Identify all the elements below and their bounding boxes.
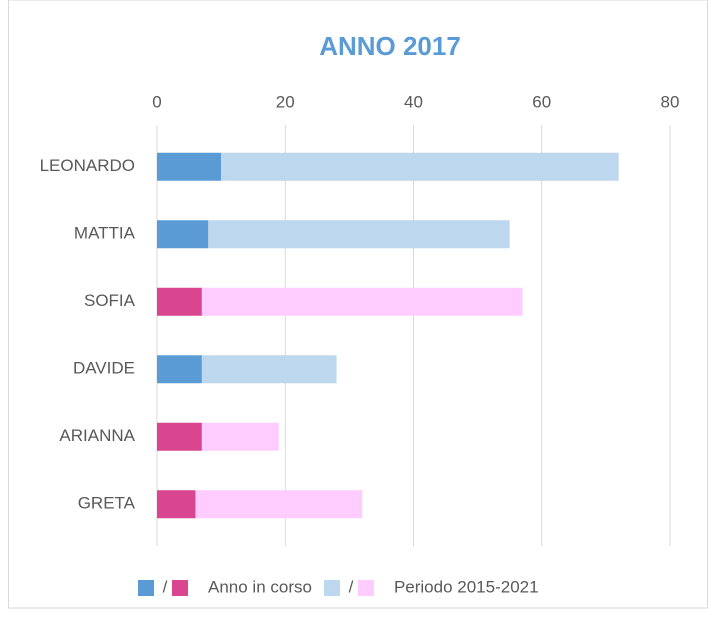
- x-tick-label: 0: [152, 92, 161, 111]
- bar-segment: [157, 490, 196, 519]
- legend-separator: /: [349, 577, 354, 596]
- x-tick-label: 40: [404, 92, 423, 111]
- bar-segment: [201, 422, 279, 451]
- y-tick-label: GRETA: [78, 494, 136, 513]
- legend-swatch: [172, 580, 188, 596]
- bar-segment: [201, 287, 523, 316]
- bar-segment: [157, 152, 222, 181]
- chart-title: ANNO 2017: [319, 31, 461, 61]
- bar-segment: [157, 287, 202, 316]
- legend-label: Anno in corso: [208, 577, 312, 596]
- y-tick-label: LEONARDO: [40, 156, 135, 175]
- legend-separator: /: [163, 577, 168, 596]
- bar-segment: [157, 422, 202, 451]
- legend-swatch: [323, 580, 340, 596]
- y-tick-label: ARIANNA: [59, 426, 135, 445]
- x-tick-label: 20: [276, 92, 295, 111]
- y-tick-label: MATTIA: [74, 224, 136, 243]
- bar-segment: [201, 355, 337, 384]
- bar-segment: [157, 220, 209, 249]
- legend-label: Periodo 2015-2021: [394, 577, 539, 596]
- bar-segment: [195, 490, 363, 519]
- x-tick-label: 60: [532, 92, 551, 111]
- legend-swatch: [138, 580, 154, 596]
- y-tick-label: DAVIDE: [73, 359, 135, 378]
- bar-segment: [221, 152, 619, 181]
- bar-segment: [208, 220, 510, 249]
- bar-segment: [157, 355, 202, 384]
- x-tick-label: 80: [661, 92, 680, 111]
- y-tick-label: SOFIA: [84, 291, 136, 310]
- legend-swatch: [357, 580, 374, 596]
